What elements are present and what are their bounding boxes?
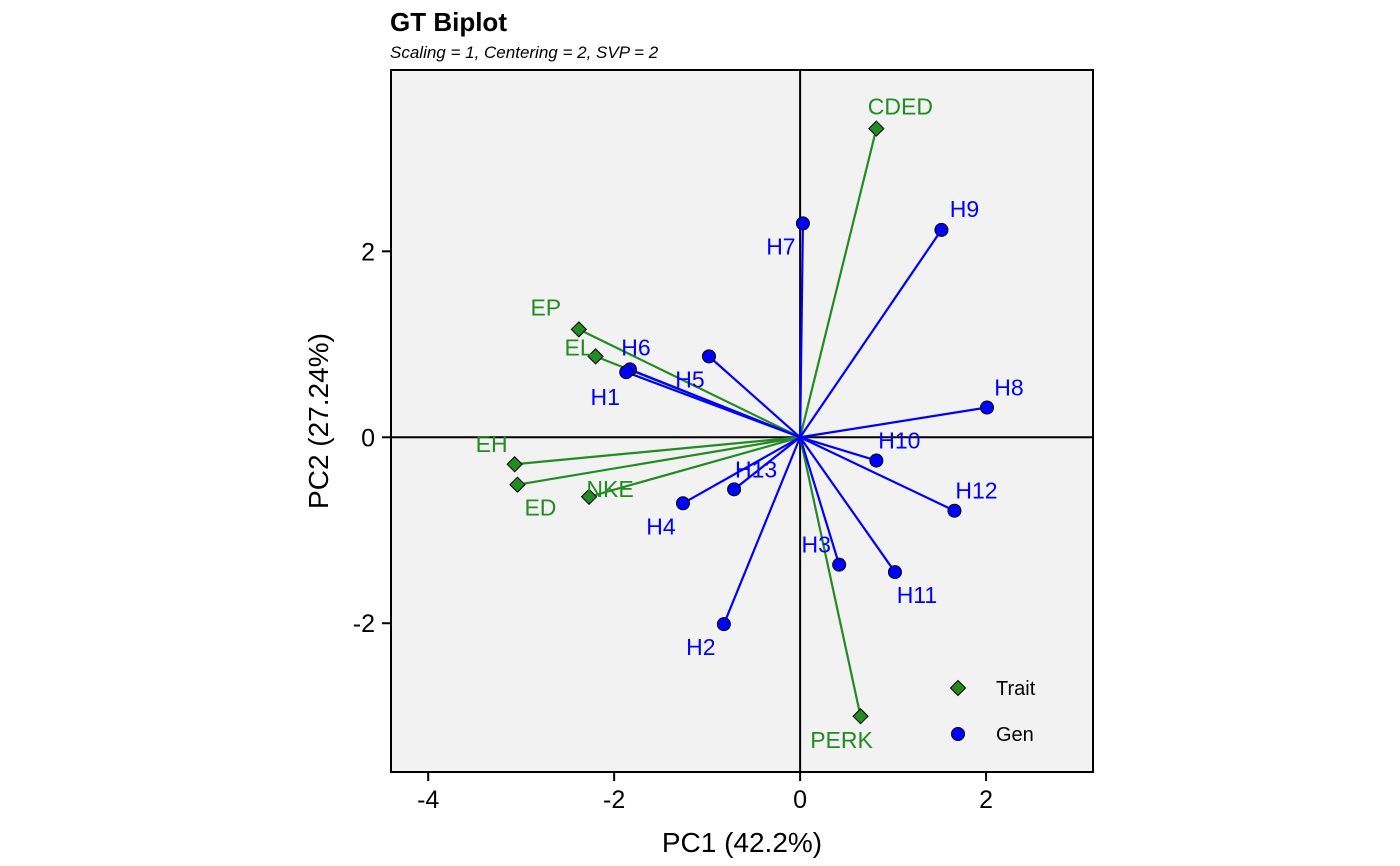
y-tick-label: -2 [353,610,375,638]
label-h3: H3 [801,532,830,558]
label-h5: H5 [675,366,704,392]
label-el: EL [564,334,592,360]
label-ed: ED [524,495,556,521]
point-ep [570,321,588,338]
x-tick-label: -2 [603,786,625,814]
chart-subtitle: Scaling = 1, Centering = 2, SVP = 2 [390,43,659,62]
label-ep: EP [530,294,561,320]
label-h6: H6 [621,334,650,360]
point-nke [580,488,598,505]
vector-h8 [799,406,988,439]
y-tick-label: 0 [361,424,375,452]
plot-panel [391,70,1093,772]
vector-cded [799,128,878,438]
point-h10 [869,453,884,468]
vector-eh [514,436,801,466]
label-perk: PERK [810,727,873,753]
label-h8: H8 [994,375,1023,401]
vector-h13 [733,436,801,491]
point-ed [509,476,526,493]
y-axis-ticks: -2 0 2 [353,238,391,638]
legend-gen-label: Gen [996,724,1034,746]
legend-trait-marker [949,679,967,697]
point-h4 [675,496,690,511]
point-h13 [727,482,742,497]
label-h1: H1 [591,384,620,410]
label-h4: H4 [646,513,676,539]
label-h13: H13 [735,456,777,482]
vector-h1 [625,371,801,439]
point-cded [868,120,885,137]
x-tick-label: -4 [417,786,439,814]
biplot-markers [506,120,995,725]
chart-title: GT Biplot [390,7,507,37]
vector-h4 [682,436,801,505]
vector-h12 [799,436,955,512]
vector-h9 [799,229,943,438]
x-axis-ticks: -4 -2 0 2 [417,772,993,814]
legend: Trait Gen [949,678,1036,746]
point-h3 [832,557,847,572]
point-eh [506,456,523,473]
label-h10: H10 [878,428,920,454]
vector-h7 [799,223,805,438]
point-h12 [947,503,962,518]
label-h7: H7 [766,233,795,259]
point-h9 [934,222,949,237]
biplot-vectors [514,128,988,717]
vector-h2 [722,436,802,625]
vector-h11 [799,436,896,573]
label-h9: H9 [950,196,979,222]
point-h11 [887,565,902,580]
point-h2 [716,617,731,632]
legend-trait-label: Trait [996,678,1036,700]
label-cded: CDED [868,94,933,120]
y-axis-label: PC2 (27.24%) [303,333,334,509]
vector-h10 [799,436,877,462]
vector-h3 [799,436,841,565]
x-tick-label: 2 [979,786,993,814]
vector-h5 [708,355,801,439]
point-h8 [980,400,995,415]
label-h2: H2 [686,634,715,660]
vector-ep [578,328,801,439]
label-nke: NKE [586,476,633,502]
y-tick-label: 2 [361,238,375,266]
point-h5 [701,349,716,364]
x-tick-label: 0 [793,786,807,814]
point-perk [852,708,869,725]
x-axis-label: PC1 (42.2%) [662,827,822,858]
vector-nke [588,436,801,498]
vector-ed [517,436,801,486]
point-h1 [619,365,634,380]
label-h11: H11 [897,582,938,608]
point-h7 [795,216,810,231]
vector-perk [799,437,862,717]
legend-gen-marker [951,727,965,741]
plot-panel-border [390,69,1094,773]
label-eh: EH [476,431,508,457]
label-h12: H12 [955,478,997,504]
point-el [587,348,604,365]
